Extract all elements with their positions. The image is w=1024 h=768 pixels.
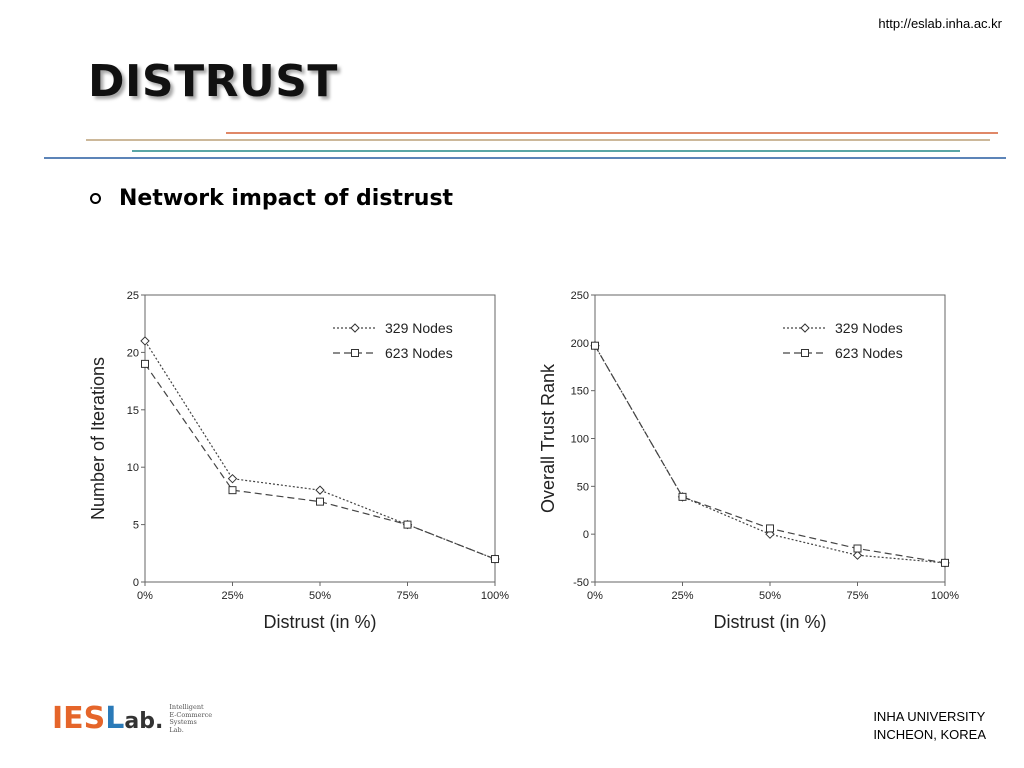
y-axis-label: Number of Iterations — [88, 357, 108, 520]
slide-title: DISTRUST — [88, 56, 338, 107]
plot-frame — [144, 294, 496, 583]
logo-letter-i: I — [52, 701, 64, 736]
legend-marker — [351, 349, 359, 357]
logo-sub-line: E-Commerce — [169, 710, 213, 719]
data-point — [228, 486, 237, 495]
x-tick-label: 25% — [221, 590, 243, 602]
y-tick-label: 15 — [127, 405, 139, 417]
data-point — [941, 558, 949, 567]
y-tick-label: 0 — [583, 529, 589, 541]
y-tick-label: 20 — [127, 347, 139, 359]
x-tick-label: 75% — [396, 590, 418, 602]
footer-affiliation: INHA UNIVERSITY INCHEON, KOREA — [873, 708, 986, 744]
data-point — [591, 341, 599, 350]
x-tick-label: 50% — [309, 590, 331, 602]
logo-letters-ab: ab. — [124, 709, 164, 734]
data-point — [852, 550, 863, 560]
data-point — [766, 524, 774, 533]
legend-label: 329 Nodes — [835, 320, 903, 336]
y-tick-label: -50 — [573, 577, 589, 589]
y-tick-label: 10 — [127, 462, 139, 474]
trust-rank-chart: -50 0 50 100 150 200 250 0% 25% 50% 75% 100% Distrus… — [538, 290, 959, 632]
data-point — [678, 492, 687, 501]
data-point — [316, 497, 324, 506]
legend-label: 623 Nodes — [385, 345, 453, 361]
x-tick-label: 25% — [671, 590, 693, 602]
title-underline-rules — [44, 132, 1006, 159]
footer-line-location: INCHEON, KOREA — [873, 727, 986, 742]
header-url: http://eslab.inha.ac.kr — [878, 16, 1002, 31]
data-point — [140, 336, 150, 346]
logo-subtitle: Intelligent E-Commerce Systems Lab. — [169, 703, 213, 734]
logo-letters-es: ES — [63, 701, 106, 736]
logo-sub-line: Intelligent — [169, 703, 204, 711]
y-tick-label: 250 — [571, 290, 589, 302]
y-tick-label: 0 — [133, 577, 139, 589]
y-tick-label: 150 — [571, 386, 589, 398]
y-tick-label: 50 — [577, 481, 589, 493]
data-point — [227, 473, 238, 484]
logo-wordmark: IESLab. — [52, 704, 163, 734]
x-tick-label: 100% — [481, 590, 509, 602]
x-axis-label: Distrust (in %) — [713, 612, 826, 632]
bullet-circle-icon — [90, 193, 101, 204]
data-point — [141, 359, 149, 368]
x-axis-label: Distrust (in %) — [263, 612, 376, 632]
logo-sub-line: Systems — [169, 718, 197, 726]
x-tick-label: 50% — [759, 590, 781, 602]
y-tick-label: 200 — [571, 338, 589, 350]
legend-label: 329 Nodes — [385, 320, 453, 336]
series-line — [144, 340, 496, 560]
footer-line-university: INHA UNIVERSITY — [873, 709, 986, 724]
x-tick-label: 100% — [931, 590, 959, 602]
legend-marker — [800, 323, 810, 333]
series-line — [144, 363, 496, 560]
logo-letter-l: L — [105, 701, 125, 736]
data-point — [315, 485, 325, 495]
ieslab-logo: IESLab. Intelligent E-Commerce Systems L… — [52, 703, 213, 734]
x-tick-label: 75% — [846, 590, 868, 602]
x-tick-label: 0% — [587, 590, 603, 602]
legend-marker — [801, 349, 809, 357]
logo-sub-line: Lab. — [169, 725, 184, 734]
iterations-chart: 0 5 10 15 20 25 0% 25% 50% 75% 100% Distrust (in %)… — [88, 290, 509, 632]
legend-marker — [350, 323, 360, 333]
x-tick-label: 0% — [137, 590, 153, 602]
data-point — [403, 520, 412, 529]
y-axis-label: Overall Trust Rank — [538, 363, 558, 513]
plot-frame — [594, 294, 946, 583]
y-tick-label: 100 — [571, 434, 589, 446]
bullet-item: Network impact of distrust — [90, 186, 453, 211]
data-point — [491, 555, 499, 564]
y-tick-label: 25 — [127, 290, 139, 302]
bullet-text: Network impact of distrust — [119, 186, 454, 211]
legend-label: 623 Nodes — [835, 345, 903, 361]
y-tick-label: 5 — [133, 520, 139, 532]
data-point — [853, 544, 862, 553]
